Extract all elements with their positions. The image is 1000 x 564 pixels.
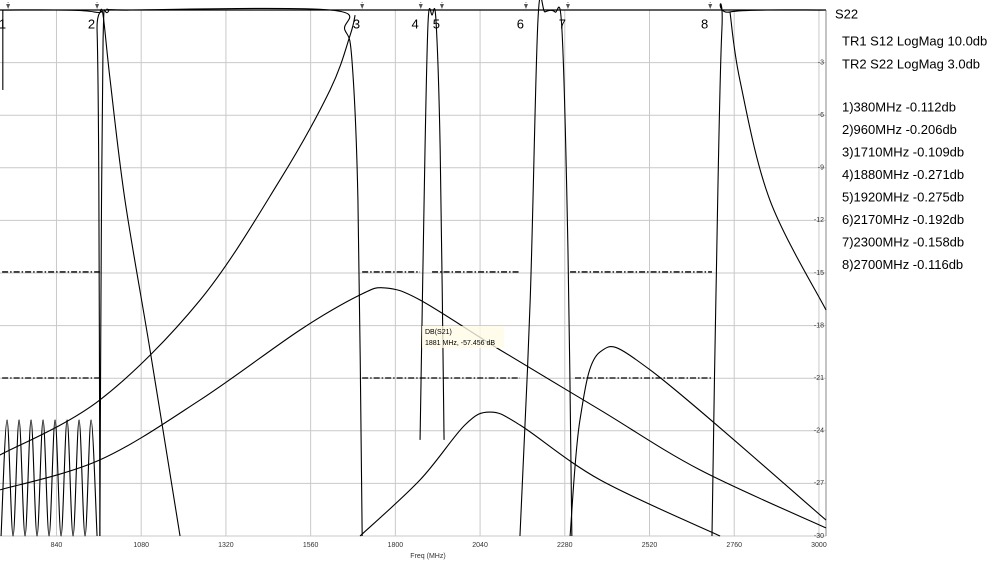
marker-label: 4 bbox=[412, 16, 419, 31]
trace-line bbox=[0, 287, 827, 529]
trace-line bbox=[99, 7, 363, 537]
marker bbox=[6, 4, 11, 9]
y-tick-label: -27 bbox=[814, 480, 824, 487]
tooltip: DB(S21) 1881 MHz, -57.456 dB bbox=[422, 326, 504, 348]
x-tick-label: 1080 bbox=[133, 542, 149, 549]
marker bbox=[708, 4, 713, 9]
tooltip-text: 1881 MHz, -57.456 dB bbox=[425, 340, 495, 347]
y-tick-label: -6 bbox=[818, 112, 824, 119]
panel: TR1 S12 LogMag 10.0db TR2 S22 LogMag 3.0d… bbox=[842, 33, 987, 272]
y-tick-label: -24 bbox=[814, 428, 824, 435]
tooltip-title: DB(S21) bbox=[425, 329, 452, 336]
marker bbox=[565, 4, 570, 9]
x-tick-label: 3000 bbox=[811, 542, 827, 549]
trace-line bbox=[0, 14, 356, 456]
x-tick-label: 1560 bbox=[303, 542, 319, 549]
marker bbox=[95, 4, 100, 9]
trace-line bbox=[729, 11, 827, 311]
x-tick-label: 2760 bbox=[726, 542, 742, 549]
x-axis-label: Freq (MHz) bbox=[410, 553, 445, 560]
marker-readout: 1)380MHz -0.112db bbox=[842, 99, 956, 114]
trace-info: TR1 S12 LogMag 10.0db bbox=[842, 33, 987, 48]
y-tick-label: -30 bbox=[814, 533, 824, 540]
tooltip-box bbox=[422, 326, 504, 348]
trace-line bbox=[419, 8, 445, 440]
marker bbox=[523, 4, 528, 9]
trace-line bbox=[99, 8, 181, 537]
y-tick-label: -21 bbox=[814, 375, 824, 382]
y-tick-label: -12 bbox=[814, 217, 824, 224]
trace-line bbox=[0, 419, 98, 537]
y-tick-label: -18 bbox=[814, 322, 824, 329]
marker-label: 8 bbox=[701, 16, 708, 31]
trace-line bbox=[359, 411, 721, 537]
x-tick-label: 840 bbox=[51, 542, 63, 549]
trace-line bbox=[519, 0, 573, 537]
plot-area: 840 1080 1320 1560 1800 2040 2280 2520 2760 3000 -… bbox=[0, 0, 827, 549]
marker-label: 1 bbox=[0, 16, 6, 31]
x-tick-label: 2040 bbox=[472, 542, 488, 549]
marker-readout: 8)2700MHz -0.116db bbox=[842, 257, 963, 272]
x-tick-label: 2280 bbox=[557, 542, 573, 549]
x-tick-label: 2520 bbox=[642, 542, 658, 549]
trace-line bbox=[569, 346, 827, 537]
marker-readout: 2)960MHz -0.206db bbox=[842, 122, 957, 137]
x-tick-label: 1800 bbox=[388, 542, 404, 549]
marker bbox=[439, 4, 444, 9]
x-tick-label: 1320 bbox=[218, 542, 234, 549]
marker-label: 7 bbox=[559, 16, 566, 31]
marker-label: 3 bbox=[353, 16, 360, 31]
trace-line bbox=[711, 3, 827, 537]
marker bbox=[360, 4, 365, 9]
y-tick-label: -9 bbox=[818, 165, 824, 172]
trace-line bbox=[0, 9, 103, 537]
y-tick-label: -3 bbox=[818, 59, 824, 66]
marker bbox=[418, 4, 423, 9]
marker-readout: 7)2300MHz -0.158db bbox=[842, 234, 964, 249]
trace-info: TR2 S22 LogMag 3.0db bbox=[842, 56, 980, 71]
marker-readout: 6)2170MHz -0.192db bbox=[842, 212, 964, 227]
marker-label: 6 bbox=[517, 16, 524, 31]
marker-readout: 4)1880MHz -0.271db bbox=[842, 167, 964, 182]
marker-readout: 5)1920MHz -0.275db bbox=[842, 189, 964, 204]
y-tick-label: -15 bbox=[814, 270, 824, 277]
marker-label: 2 bbox=[88, 16, 95, 31]
marker-readout: 3)1710MHz -0.109db bbox=[842, 144, 964, 159]
trace-label: S22 bbox=[835, 6, 858, 21]
marker-label: 5 bbox=[433, 16, 440, 31]
